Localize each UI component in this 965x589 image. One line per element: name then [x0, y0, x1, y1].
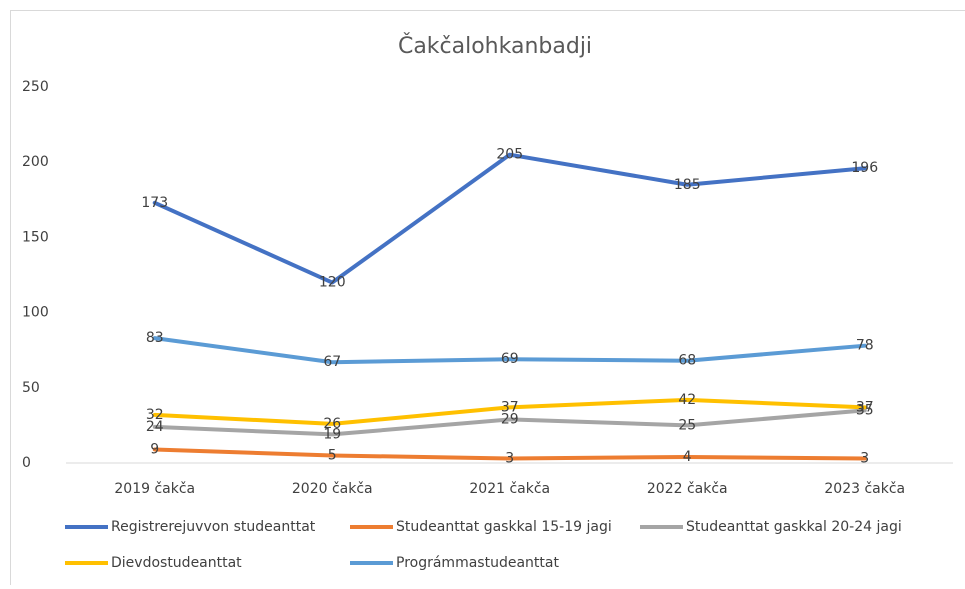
data-label: 173 — [141, 195, 168, 211]
y-tick-label: 0 — [22, 455, 31, 471]
x-tick-label: 2019 čakča — [114, 481, 195, 497]
x-tick-label: 2023 čakča — [824, 481, 905, 497]
chart-border — [11, 11, 965, 586]
data-label: 32 — [146, 407, 164, 423]
data-label: 3 — [860, 450, 869, 466]
data-label: 78 — [856, 338, 874, 354]
data-label: 26 — [323, 416, 341, 432]
legend-label: Registrerejuvvon studeanttat — [111, 519, 316, 535]
data-label: 25 — [678, 417, 696, 433]
data-label: 37 — [856, 399, 874, 415]
data-label: 185 — [674, 177, 701, 193]
data-label: 69 — [501, 351, 519, 367]
legend-label: Dievdostudeanttat — [111, 555, 242, 571]
data-label: 67 — [323, 354, 341, 370]
y-tick-label: 150 — [22, 229, 49, 245]
y-tick-label: 200 — [22, 154, 49, 170]
data-label: 83 — [146, 330, 164, 346]
legend-label: Prográmmastudeanttat — [396, 555, 559, 571]
data-label: 3 — [505, 450, 514, 466]
data-label: 9 — [150, 441, 159, 457]
x-tick-label: 2020 čakča — [292, 481, 373, 497]
x-tick-label: 2021 čakča — [469, 481, 550, 497]
data-label: 68 — [678, 353, 696, 369]
data-label: 42 — [678, 392, 696, 408]
legend-label: Studeanttat gaskkal 15-19 jagi — [396, 519, 612, 535]
x-tick-label: 2022 čakča — [647, 481, 728, 497]
data-label: 205 — [496, 147, 523, 163]
data-label: 4 — [683, 449, 692, 465]
data-label: 120 — [319, 275, 346, 291]
data-label: 37 — [501, 399, 519, 415]
data-label: 5 — [328, 447, 337, 463]
y-tick-label: 250 — [22, 79, 49, 95]
y-tick-label: 100 — [22, 305, 49, 321]
legend-label: Studeanttat gaskkal 20-24 jagi — [686, 519, 902, 535]
y-tick-label: 50 — [22, 380, 40, 396]
data-label: 196 — [851, 160, 878, 176]
chart-title: Čakčalohkanbadji — [398, 33, 592, 59]
